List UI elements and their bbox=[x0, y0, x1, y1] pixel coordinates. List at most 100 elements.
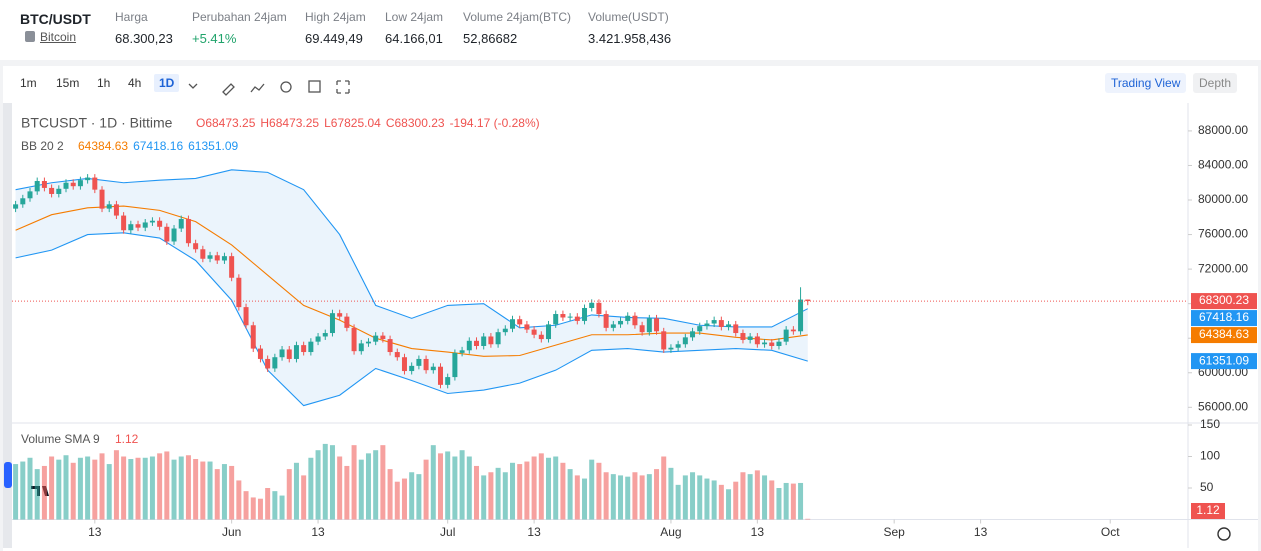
interval-button[interactable]: 1m bbox=[20, 76, 37, 90]
save-icon[interactable] bbox=[308, 80, 321, 93]
volume-bar bbox=[639, 475, 645, 520]
volume-bar bbox=[20, 461, 26, 520]
candle-body bbox=[582, 307, 588, 321]
candle-body bbox=[308, 341, 314, 353]
volume-bar bbox=[221, 464, 227, 520]
dropdown-icon[interactable] bbox=[188, 83, 198, 89]
volume-bar bbox=[769, 480, 775, 520]
x-tick-label: Aug bbox=[660, 525, 681, 539]
candle-body bbox=[783, 329, 789, 342]
draw-icon[interactable] bbox=[222, 83, 235, 96]
volume-bar bbox=[171, 459, 177, 520]
price-tag bbox=[1191, 310, 1257, 327]
fullscreen-icon[interactable] bbox=[336, 80, 350, 94]
price-tag bbox=[1191, 293, 1257, 310]
volume-bar bbox=[265, 488, 271, 520]
volume-bar bbox=[373, 450, 379, 520]
candle-body bbox=[452, 352, 458, 378]
candle-body bbox=[610, 324, 616, 328]
volume-bar bbox=[805, 518, 811, 520]
candle-body bbox=[394, 352, 400, 358]
candle-body bbox=[128, 224, 134, 231]
volume-bar bbox=[524, 461, 530, 520]
ohlc-value: C68300.23 bbox=[386, 116, 445, 130]
view-button[interactable]: Trading View bbox=[1105, 73, 1187, 93]
candle-body bbox=[790, 329, 796, 332]
volume-bar bbox=[783, 482, 789, 520]
volume-bar bbox=[142, 457, 148, 520]
candle-body bbox=[207, 255, 213, 259]
volume-bar bbox=[437, 453, 443, 520]
stat-value: 3.421.958,436 bbox=[588, 31, 672, 46]
bb-label: BB 20 2 bbox=[21, 139, 64, 153]
candle-body bbox=[315, 336, 321, 342]
candle-body bbox=[574, 316, 580, 321]
candle-body bbox=[257, 348, 263, 359]
interval-button[interactable]: 4h bbox=[128, 76, 142, 90]
candle-body bbox=[740, 333, 746, 340]
interval-button[interactable]: 15m bbox=[56, 76, 80, 90]
candle-body bbox=[236, 277, 242, 308]
candle-body bbox=[56, 188, 62, 194]
volume-bar bbox=[452, 456, 458, 520]
volume-bar bbox=[56, 459, 62, 520]
volume-bar bbox=[250, 497, 256, 520]
candle-body bbox=[286, 349, 292, 359]
volume-bar bbox=[553, 456, 559, 520]
volume-bar bbox=[661, 456, 667, 520]
volume-bar bbox=[747, 474, 753, 520]
price-tag bbox=[1191, 353, 1257, 370]
volume-bar bbox=[416, 474, 422, 520]
candle-body bbox=[632, 315, 638, 326]
volume-bar bbox=[646, 474, 652, 520]
coin-link[interactable]: Bitcoin bbox=[40, 30, 77, 44]
tv-logo bbox=[25, 475, 57, 507]
volume-bar bbox=[70, 462, 76, 520]
stat: Volume(USDT) 3.421.958,436 bbox=[588, 10, 671, 46]
volume-bar bbox=[41, 465, 47, 520]
candle-body bbox=[149, 220, 155, 223]
volume-bar bbox=[567, 469, 573, 520]
volume-bar bbox=[99, 453, 105, 520]
x-tick-label: 13 bbox=[527, 525, 541, 539]
price-tag-label: 67418.16 bbox=[1199, 310, 1249, 324]
interval-button[interactable]: 1D bbox=[154, 74, 180, 92]
view-button[interactable]: Depth bbox=[1193, 73, 1238, 93]
interval-button[interactable]: 1h bbox=[97, 76, 111, 90]
volume-bar bbox=[149, 456, 155, 520]
side-tab[interactable] bbox=[4, 462, 12, 488]
volume-bar bbox=[589, 459, 595, 520]
stat: Volume 24jam(BTC) 52,86682 bbox=[463, 10, 571, 46]
indicator-icon[interactable] bbox=[250, 83, 265, 93]
ohlc-value: -194.17 (-0.28%) bbox=[450, 116, 540, 130]
volume-tick-label: 150 bbox=[1200, 417, 1220, 431]
candle-body bbox=[164, 226, 170, 242]
stat-label: Perubahan 24jam bbox=[192, 10, 287, 24]
candle-body bbox=[531, 329, 537, 335]
candle-body bbox=[495, 332, 501, 345]
volume-bar bbox=[387, 469, 393, 520]
candle-body bbox=[639, 325, 645, 333]
candle-body bbox=[488, 336, 494, 345]
volume-tag-label: 1.12 bbox=[1196, 503, 1220, 517]
candle-body bbox=[646, 318, 652, 333]
volume-bar bbox=[113, 450, 119, 520]
volume-bar bbox=[625, 476, 631, 520]
candle-body bbox=[63, 182, 69, 189]
volume-bar bbox=[473, 465, 479, 520]
settings-icon[interactable] bbox=[280, 81, 292, 93]
volume-bar bbox=[185, 455, 191, 520]
settings-button[interactable] bbox=[1217, 527, 1231, 541]
candle-body bbox=[625, 315, 631, 321]
candle-body bbox=[668, 347, 674, 350]
volume-bar bbox=[135, 457, 141, 520]
candle-body bbox=[502, 328, 508, 333]
candle-body bbox=[185, 219, 191, 244]
volume-bar bbox=[610, 474, 616, 520]
coin-icon bbox=[25, 31, 35, 42]
price-tag bbox=[1191, 327, 1257, 344]
ohlc-value: O68473.25 bbox=[196, 116, 256, 130]
price-tag-label: 64384.63 bbox=[1199, 327, 1249, 341]
volume-bar bbox=[106, 464, 112, 520]
